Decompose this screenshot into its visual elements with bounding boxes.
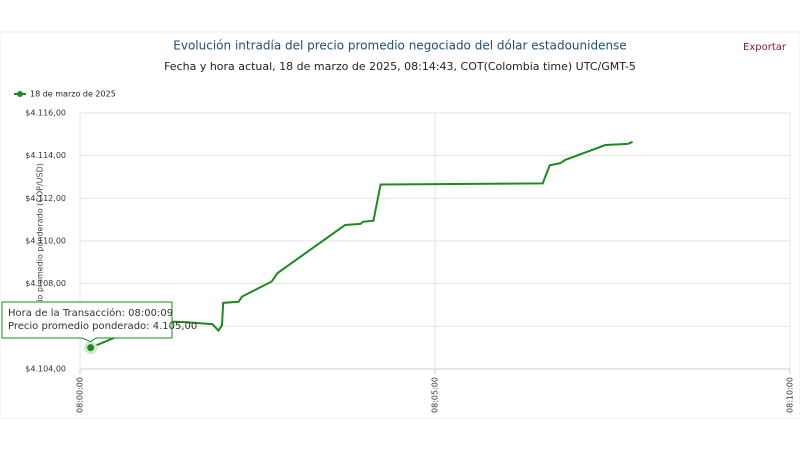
tooltip-box <box>1 301 173 343</box>
y-tick-label: $4.110,00 <box>25 237 66 246</box>
x-tick-label: 08:10:00 <box>786 377 795 413</box>
chart-title: Evolución intradía del precio promedio n… <box>173 39 626 53</box>
x-tick-label: 08:05:00 <box>431 377 440 413</box>
legend-label: 18 de marzo de 2025 <box>30 90 116 99</box>
y-tick-label: $4.104,00 <box>25 365 66 374</box>
y-tick-label: $4.116,00 <box>25 109 66 118</box>
y-tick-label: $4.108,00 <box>25 279 66 288</box>
export-button[interactable]: Exportar <box>743 42 787 53</box>
panel <box>0 31 800 419</box>
hover-point <box>84 341 98 355</box>
y-axis-label: Precio promedio ponderado (COP/USD) <box>36 163 45 319</box>
tooltip: Hora de la Transacción: 08:00:09 Precio p… <box>1 301 197 343</box>
chart-subtitle: Fecha y hora actual, 18 de marzo de 2025… <box>164 60 636 73</box>
tooltip-line: Precio promedio ponderado: 4.105,00 <box>8 321 197 332</box>
legend-marker <box>17 91 23 97</box>
x-tick-label: 08:00:00 <box>76 377 85 413</box>
y-tick-label: $4.114,00 <box>25 151 66 160</box>
tooltip-line: Hora de la Transacción: 08:00:09 <box>8 307 173 319</box>
series-line <box>90 140 634 349</box>
y-tick-label: $4.112,00 <box>25 194 66 203</box>
